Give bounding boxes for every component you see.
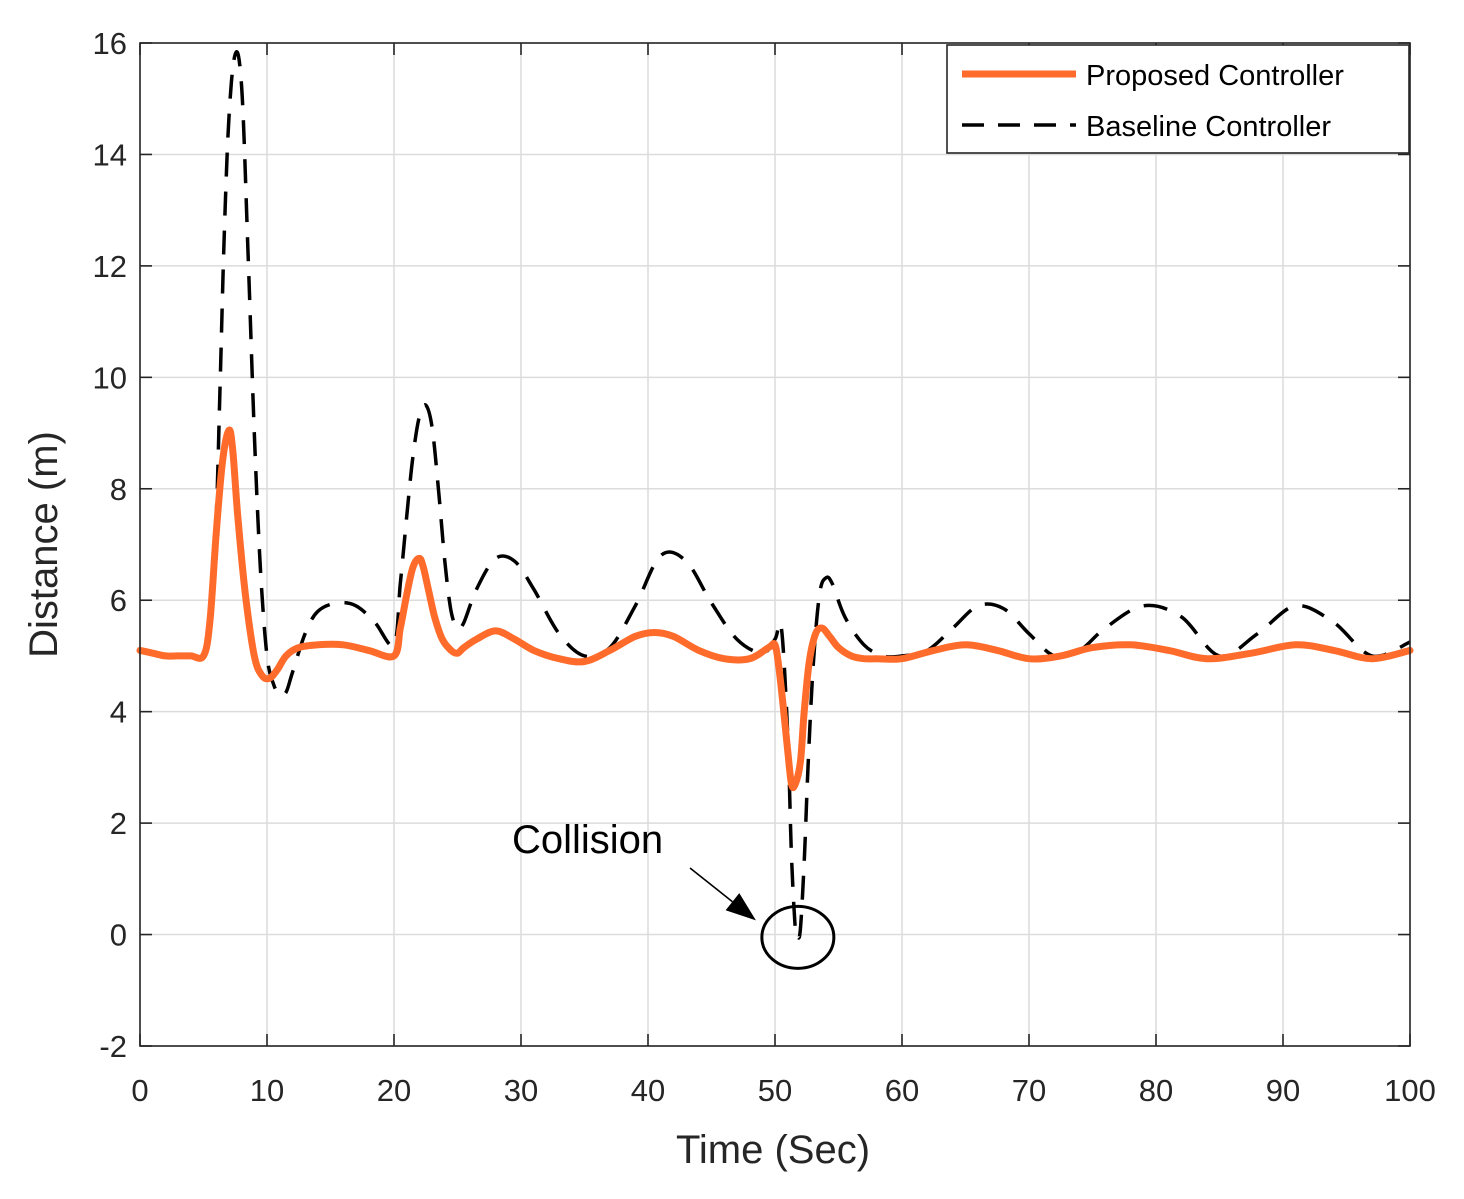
y-tick-label: 4: [110, 695, 127, 730]
legend-box: [946, 44, 1410, 154]
x-tick-label: 60: [885, 1073, 919, 1108]
x-tick-label: 70: [1012, 1073, 1046, 1108]
x-axis-title: Time (Sec): [676, 1128, 870, 1172]
annotation-layer: Collision: [512, 818, 836, 970]
y-tick-label: 8: [110, 472, 127, 507]
x-tick-label: 40: [631, 1073, 665, 1108]
y-tick-label: 6: [110, 583, 127, 618]
x-tick-label: 10: [250, 1073, 284, 1108]
series-line-proposed: [136, 426, 1414, 792]
y-tick-label: 14: [93, 137, 127, 172]
y-tick-label: 12: [93, 249, 127, 284]
y-tick-label: 10: [93, 360, 127, 395]
x-tick-label: 100: [1384, 1073, 1436, 1108]
y-tick-label: -2: [99, 1029, 127, 1064]
y-tick-label: 2: [110, 806, 127, 841]
annotation-arrow: [689, 867, 733, 903]
annotation-circle: [760, 904, 836, 970]
series-line-baseline: [139, 50, 1411, 940]
series-layer: [136, 50, 1414, 940]
x-tick-label: 90: [1266, 1073, 1300, 1108]
annotation-arrowhead: [725, 893, 756, 921]
x-axis: 0 10 20 30 40 50 60 70 80 90 100: [131, 43, 1436, 1108]
y-tick-label: 16: [93, 26, 127, 61]
x-tick-label: 0: [131, 1073, 148, 1108]
y-axis: -2 0 2 4 6 8 10 12 14 16: [93, 26, 1410, 1064]
annotation-collision-text: Collision: [512, 818, 663, 862]
legend-label-baseline: Baseline Controller: [1086, 111, 1331, 143]
x-tick-label: 80: [1139, 1073, 1173, 1108]
x-tick-label: 20: [377, 1073, 411, 1108]
y-axis-title: Distance (m): [22, 431, 66, 658]
legend-label-proposed: Proposed Controller: [1086, 60, 1344, 92]
x-tick-label: 50: [758, 1073, 792, 1108]
legend: Proposed Controller Baseline Controller: [946, 44, 1410, 154]
x-tick-label: 30: [504, 1073, 538, 1108]
y-tick-label: 0: [110, 918, 127, 953]
